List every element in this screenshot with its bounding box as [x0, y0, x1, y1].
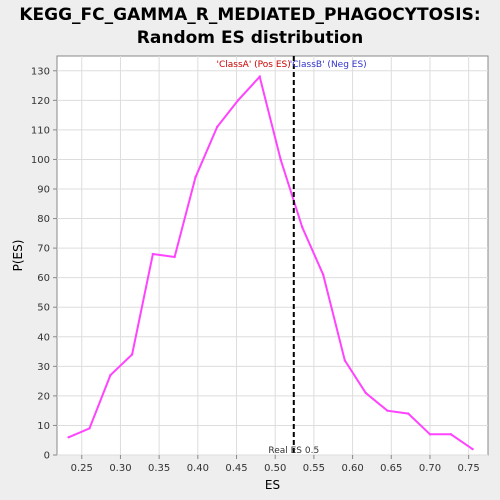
data-point [407, 412, 409, 414]
data-point [301, 226, 303, 228]
y-tick-label: 60 [37, 273, 50, 284]
y-tick-label: 110 [31, 125, 50, 136]
x-axis-label: ES [265, 478, 280, 492]
y-tick-label: 40 [37, 332, 50, 343]
data-point [450, 433, 452, 435]
x-tick-label: 0.65 [380, 463, 402, 474]
y-tick-label: 80 [37, 214, 50, 225]
y-axis-ticks: 0 10 20 30 40 50 60 70 80 90 100 110 120 130 [31, 66, 57, 461]
y-tick-label: 0 [44, 451, 50, 462]
x-tick-label: 0.30 [109, 463, 131, 474]
data-point [67, 436, 69, 438]
data-point [386, 409, 388, 411]
data-point [109, 374, 111, 376]
x-tick-label: 0.60 [341, 463, 363, 474]
y-tick-label: 20 [37, 391, 50, 402]
data-point [344, 359, 346, 361]
y-tick-label: 50 [37, 303, 50, 314]
y-tick-label: 10 [37, 421, 50, 432]
y-tick-label: 130 [31, 66, 50, 77]
y-tick-label: 30 [37, 362, 50, 373]
x-tick-label: 0.75 [458, 463, 480, 474]
y-tick-label: 70 [37, 244, 50, 255]
data-point [365, 392, 367, 394]
x-tick-label: 0.45 [225, 463, 247, 474]
data-point [279, 158, 281, 160]
y-tick-label: 90 [37, 185, 50, 196]
data-point [216, 126, 218, 128]
data-point [429, 433, 431, 435]
y-tick-label: 100 [31, 155, 50, 166]
y-tick-label: 120 [31, 96, 50, 107]
data-point [194, 176, 196, 178]
x-axis-ticks: 0.25 0.30 0.35 0.40 0.45 0.50 0.55 0.60 0.65 0.70… [71, 455, 480, 474]
class-a-label: 'ClassA' (Pos ES) [217, 60, 291, 70]
x-tick-label: 0.25 [71, 463, 93, 474]
class-b-label: 'ClassB' (Neg ES) [290, 60, 367, 70]
data-point [173, 256, 175, 258]
data-point [322, 274, 324, 276]
data-point [471, 448, 473, 450]
x-tick-label: 0.35 [148, 463, 170, 474]
x-tick-label: 0.50 [264, 463, 286, 474]
data-point [152, 253, 154, 255]
data-point [88, 427, 90, 429]
plot-area [57, 56, 488, 455]
real-es-label: Real ES 0.5 [268, 446, 319, 456]
data-point [259, 75, 261, 77]
x-tick-label: 0.55 [303, 463, 325, 474]
x-tick-label: 0.70 [419, 463, 441, 474]
x-tick-label: 0.40 [187, 463, 209, 474]
y-axis-label: P(ES) [11, 240, 25, 272]
data-point [131, 353, 133, 355]
data-point [237, 99, 239, 101]
